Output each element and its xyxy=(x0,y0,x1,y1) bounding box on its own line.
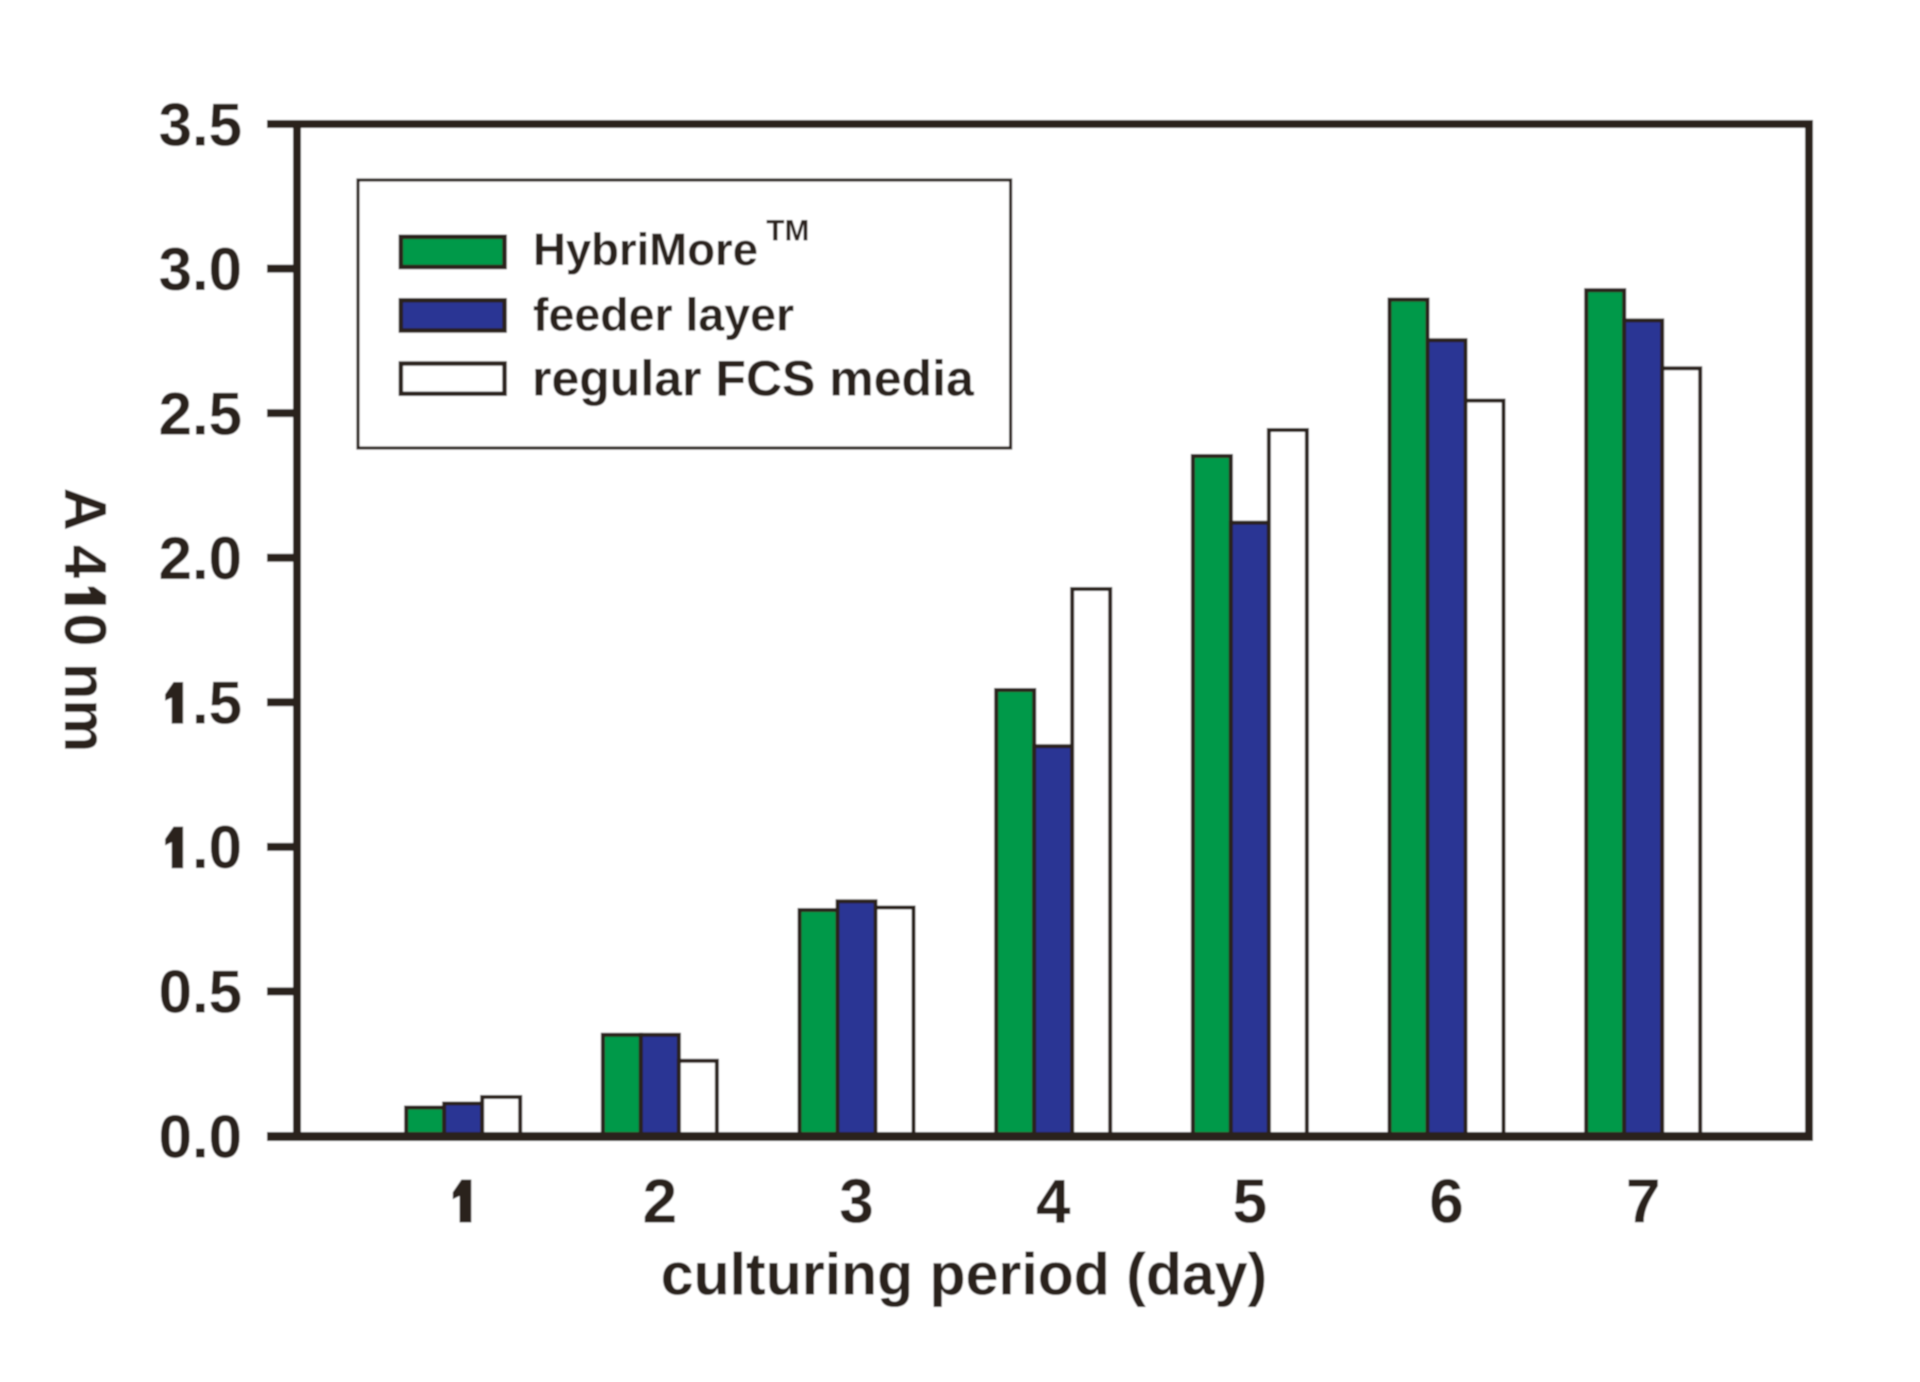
svg-text:culturing period (day): culturing period (day) xyxy=(661,1242,1267,1308)
svg-text:TM: TM xyxy=(766,214,809,247)
svg-text:feeder layer: feeder layer xyxy=(533,289,794,341)
svg-text:6: 6 xyxy=(1429,1168,1463,1237)
svg-text:2: 2 xyxy=(643,1168,677,1237)
svg-text:2.0: 2.0 xyxy=(159,525,242,592)
svg-text:3.0: 3.0 xyxy=(159,236,242,303)
svg-text:0.0: 0.0 xyxy=(159,1103,242,1170)
svg-text:0.5: 0.5 xyxy=(159,959,242,1026)
svg-text:regular FCS media: regular FCS media xyxy=(532,350,975,406)
svg-text:7: 7 xyxy=(1626,1168,1660,1237)
svg-text:HybriMore: HybriMore xyxy=(533,224,758,275)
svg-text:2.5: 2.5 xyxy=(159,380,242,447)
svg-text:A 4: A 4 xyxy=(52,488,119,578)
svg-text:.5: .5 xyxy=(192,670,242,737)
svg-text:4: 4 xyxy=(1036,1168,1071,1237)
svg-text:0 nm: 0 nm xyxy=(52,613,119,752)
svg-text:.0: .0 xyxy=(192,814,242,881)
svg-text:3: 3 xyxy=(839,1168,873,1237)
svg-text:5: 5 xyxy=(1233,1168,1267,1237)
svg-text:3.5: 3.5 xyxy=(159,91,242,158)
